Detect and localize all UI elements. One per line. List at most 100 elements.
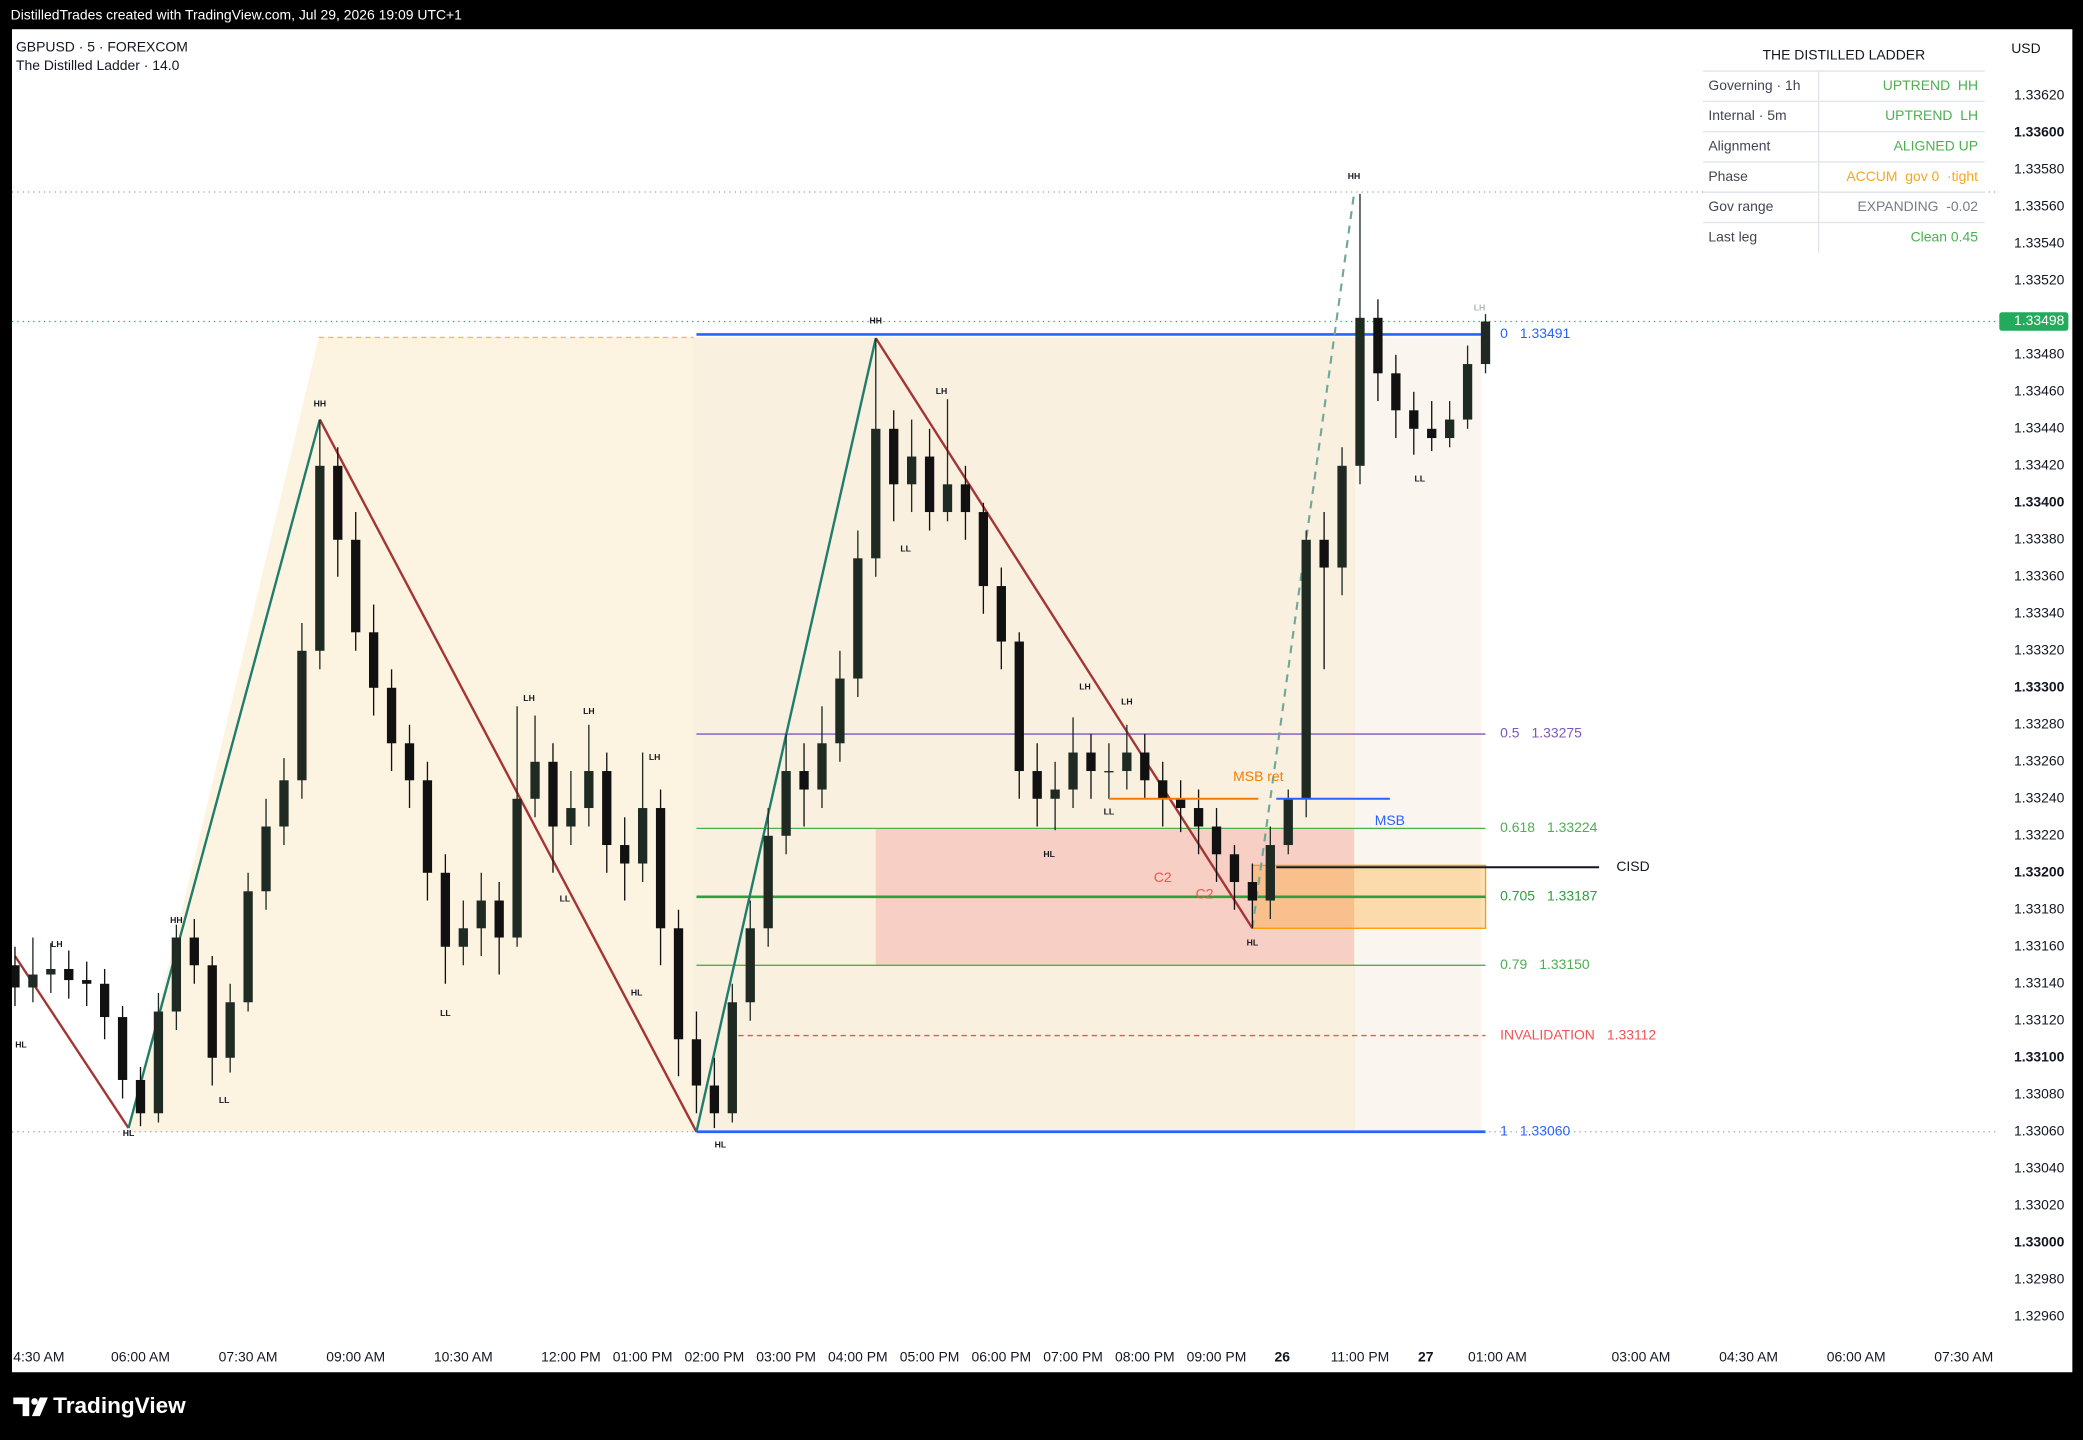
fib-price: 1.33224	[1547, 819, 1598, 835]
candle-body	[171, 937, 182, 1012]
y-tick-label: 1.33340	[2014, 604, 2065, 620]
y-tick-label: 1.33240	[2014, 789, 2065, 805]
candle-body	[1373, 317, 1383, 374]
candle-body	[584, 771, 594, 809]
candle-body	[333, 465, 343, 540]
x-tick-label: 01:00 PM	[613, 1348, 673, 1364]
invalidation-price: 1.33112	[1607, 1026, 1657, 1042]
candle-body	[225, 1002, 235, 1058]
y-tick-label: 1.33060	[2014, 1122, 2065, 1138]
candle-body	[1409, 410, 1419, 429]
candle-body	[906, 456, 917, 485]
status-table: THE DISTILLED LADDER Governing · 1h UPTREN…	[1703, 39, 1985, 254]
candle-body	[135, 1079, 146, 1114]
candle-body	[1283, 798, 1293, 846]
y-tick-label: 1.33080	[2014, 1085, 2065, 1101]
table-bg	[1703, 39, 1985, 254]
table-key: Governing · 1h	[1708, 77, 1800, 93]
candle-body	[476, 900, 486, 929]
y-tick-label: 1.33560	[2014, 198, 2065, 214]
swing-label: LL	[440, 1008, 451, 1018]
fib-ratio: 0.618	[1500, 819, 1535, 835]
y-tick-label: 1.33280	[2014, 715, 2065, 731]
candle-body	[530, 761, 540, 799]
candle-body	[942, 484, 953, 513]
candle-body	[1068, 752, 1078, 790]
table-title: THE DISTILLED LADDER	[1763, 46, 1926, 62]
logo	[13, 1397, 48, 1417]
swing-label: HL	[631, 988, 643, 998]
candle-body	[889, 428, 899, 485]
y-tick-label: 1.33000	[2014, 1233, 2065, 1249]
candle-body	[440, 872, 451, 947]
candle-body	[512, 798, 522, 938]
swing-label: HL	[15, 1039, 27, 1049]
candle-body	[620, 845, 630, 864]
swing-label: LL	[219, 1095, 230, 1105]
swing-label: HH	[314, 399, 326, 409]
swing-label: LL	[900, 544, 911, 554]
y-tick-label: 1.33180	[2014, 900, 2065, 916]
zigzag-leg	[318, 418, 698, 1133]
candle-body	[602, 771, 612, 846]
candle-body	[82, 980, 92, 984]
candle-body	[1355, 317, 1365, 466]
last-price-tag	[1999, 312, 2069, 331]
x-tick-label: 04:00 PM	[828, 1348, 888, 1364]
candle-body	[28, 974, 38, 988]
candle-body	[924, 456, 935, 513]
candle-body	[458, 928, 468, 947]
candle-body	[1193, 808, 1204, 827]
candle-body	[817, 743, 827, 790]
swing-label: LL	[1414, 473, 1425, 483]
candle-body	[207, 965, 217, 1058]
y-tick-label: 1.33040	[2014, 1159, 2065, 1175]
candle-body	[1265, 845, 1275, 901]
candle-body	[978, 512, 989, 587]
x-tick-label: 10:30 AM	[434, 1348, 493, 1364]
brand[interactable]: TradingView	[53, 1393, 186, 1418]
attribution: DistilledTrades created with TradingView…	[11, 7, 463, 23]
y-tick-label: 1.33380	[2014, 530, 2065, 546]
y-tick-label: 1.33360	[2014, 567, 2065, 583]
table-value: UPTREND LH	[1885, 107, 1978, 123]
x-tick-label: 09:00 PM	[1187, 1348, 1247, 1364]
x-tick-label: 07:30 AM	[1934, 1348, 1993, 1364]
x-tick-label: 04:30 AM	[1719, 1348, 1778, 1364]
swing-label: LL	[560, 893, 571, 903]
y-tick-label: 1.33200	[2014, 863, 2065, 879]
x-tick-label: 26	[1275, 1348, 1291, 1364]
y-tick-label: 1.33440	[2014, 419, 2065, 435]
fib-price: 1.33150	[1539, 956, 1590, 972]
candle-body	[996, 586, 1006, 642]
marker-text: MSB	[1375, 812, 1405, 828]
candle-body	[1391, 373, 1401, 411]
candle-body	[1247, 882, 1258, 901]
candle-label: C2	[1196, 886, 1214, 902]
x-tick-label: 07:00 PM	[1043, 1348, 1103, 1364]
footer: TradingView	[13, 1393, 186, 1418]
y-tick-label: 1.33400	[2014, 493, 2065, 509]
x-tick-label: 12:00 PM	[541, 1348, 601, 1364]
y-tick-label: 1.33120	[2014, 1011, 2065, 1027]
candle-body	[368, 632, 379, 688]
candle-body	[386, 687, 397, 744]
x-tick-label: 06:00 PM	[971, 1348, 1031, 1364]
zigzag-leg	[127, 419, 321, 1129]
table-value: Clean 0.45	[1911, 228, 1979, 244]
x-tick-label: 06:00 AM	[1827, 1348, 1886, 1364]
table-key: Phase	[1708, 168, 1748, 184]
candle-body	[1480, 321, 1491, 365]
x-tick-label: 05:00 PM	[900, 1348, 960, 1364]
marker-text: CISD	[1616, 858, 1649, 874]
candle-body	[673, 928, 684, 1040]
y-tick-label: 1.33420	[2014, 456, 2065, 472]
candle-body	[297, 650, 307, 781]
fib-ratio: 1	[1500, 1122, 1508, 1138]
candle-body	[153, 1011, 164, 1114]
currency[interactable]: USD	[2011, 40, 2040, 56]
candle-body	[117, 1017, 128, 1080]
x-tick-label: 03:00 AM	[1612, 1348, 1671, 1364]
